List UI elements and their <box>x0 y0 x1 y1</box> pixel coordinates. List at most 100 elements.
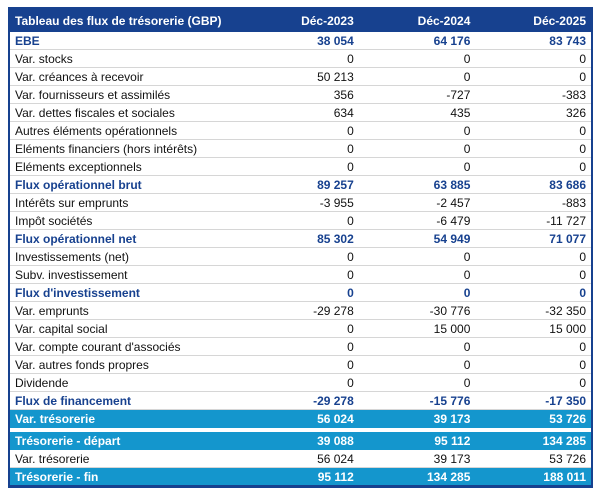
spacer-cell <box>9 427 592 432</box>
row-label: Impôt sociétés <box>9 211 243 230</box>
row-value: 356 <box>242 85 359 104</box>
row-value: 0 <box>358 337 476 356</box>
row-value: 0 <box>475 355 592 374</box>
table-row: Trésorerie - départ 39 088 95 112 134 285 <box>9 432 592 450</box>
row-value: -15 776 <box>358 391 476 410</box>
row-value: -32 350 <box>475 301 592 320</box>
table-row: Flux d'investissement 0 0 0 <box>9 283 592 302</box>
row-label: Investissements (net) <box>9 247 243 266</box>
row-value: 0 <box>242 355 359 374</box>
row-label: Var. emprunts <box>9 301 243 320</box>
row-value: -383 <box>475 85 592 104</box>
row-label: Autres éléments opérationnels <box>9 121 243 140</box>
row-value: 85 302 <box>242 229 359 248</box>
row-label: Var. fournisseurs et assimilés <box>9 85 243 104</box>
row-label: Var. autres fonds propres <box>9 355 243 374</box>
table-row: Flux opérationnel brut 89 257 63 885 83 686 <box>9 175 592 194</box>
row-label: Eléments financiers (hors intérêts) <box>9 139 243 158</box>
table-row: Investissements (net) 0 0 0 <box>9 247 592 266</box>
row-value: 134 285 <box>358 467 476 487</box>
row-value: 0 <box>358 157 476 176</box>
row-value: -11 727 <box>475 211 592 230</box>
row-value: 0 <box>475 67 592 86</box>
row-label: Var. compte courant d'associés <box>9 337 243 356</box>
row-label: Var. dettes fiscales et sociales <box>9 103 243 122</box>
row-value: -30 776 <box>358 301 476 320</box>
row-label: EBE <box>9 32 243 50</box>
row-value: 0 <box>242 283 359 302</box>
row-value: 50 213 <box>242 67 359 86</box>
table-row: Var. trésorerie 56 024 39 173 53 726 <box>9 409 592 428</box>
table-row: Trésorerie - fin 95 112 134 285 188 011 <box>9 467 592 487</box>
row-value: 71 077 <box>475 229 592 248</box>
row-value: -29 278 <box>242 391 359 410</box>
table-row: Flux de financement -29 278 -15 776 -17 350 <box>9 391 592 410</box>
table-row: Var. capital social 0 15 000 15 000 <box>9 319 592 338</box>
row-value: 56 024 <box>242 409 359 428</box>
row-value: 0 <box>358 283 476 302</box>
row-value: 0 <box>242 337 359 356</box>
table-row: Flux opérationnel net 85 302 54 949 71 077 <box>9 229 592 248</box>
row-value: -29 278 <box>242 301 359 320</box>
column-header-dec-2024: Déc-2024 <box>358 8 476 32</box>
row-value: 63 885 <box>358 175 476 194</box>
column-header-dec-2025: Déc-2025 <box>475 8 592 32</box>
row-value: 38 054 <box>242 32 359 50</box>
row-value: 39 088 <box>242 432 359 450</box>
row-value: 0 <box>242 265 359 284</box>
row-value: 0 <box>242 211 359 230</box>
row-value: 0 <box>475 283 592 302</box>
row-value: 64 176 <box>358 32 476 50</box>
table-row: Impôt sociétés 0 -6 479 -11 727 <box>9 211 592 230</box>
table-row: Var. fournisseurs et assimilés 356 -727 -38… <box>9 85 592 104</box>
row-label: Flux de financement <box>9 391 243 410</box>
row-value: -883 <box>475 193 592 212</box>
row-label: Var. créances à recevoir <box>9 67 243 86</box>
cash-flow-table: Tableau des flux de trésorerie (GBP) Déc… <box>8 7 593 488</box>
table-row: Eléments financiers (hors intérêts) 0 0 0 <box>9 139 592 158</box>
table-row: Var. trésorerie 56 024 39 173 53 726 <box>9 449 592 468</box>
column-header-dec-2023: Déc-2023 <box>242 8 359 32</box>
table-row: Autres éléments opérationnels 0 0 0 <box>9 121 592 140</box>
row-value: 326 <box>475 103 592 122</box>
row-value: 0 <box>358 265 476 284</box>
row-label: Var. trésorerie <box>9 449 243 468</box>
row-value: 634 <box>242 103 359 122</box>
row-value: 95 112 <box>242 467 359 487</box>
row-value: 435 <box>358 103 476 122</box>
row-value: 15 000 <box>358 319 476 338</box>
table-row: Var. créances à recevoir 50 213 0 0 <box>9 67 592 86</box>
row-value: 0 <box>358 49 476 68</box>
table-row: Intérêts sur emprunts -3 955 -2 457 -883 <box>9 193 592 212</box>
row-value: 134 285 <box>475 432 592 450</box>
row-label: Eléments exceptionnels <box>9 157 243 176</box>
row-value: 0 <box>358 373 476 392</box>
row-value: 188 011 <box>475 467 592 487</box>
row-label: Trésorerie - départ <box>9 432 243 450</box>
row-label: Dividende <box>9 373 243 392</box>
row-value: 89 257 <box>242 175 359 194</box>
row-value: 15 000 <box>475 319 592 338</box>
table-row: Dividende 0 0 0 <box>9 373 592 392</box>
row-value: 0 <box>242 319 359 338</box>
row-value: 0 <box>242 157 359 176</box>
row-value: 0 <box>475 337 592 356</box>
row-value: 39 173 <box>358 449 476 468</box>
table-title: Tableau des flux de trésorerie (GBP) <box>9 8 243 32</box>
row-value: 0 <box>242 373 359 392</box>
row-label: Flux d'investissement <box>9 283 243 302</box>
row-value: 0 <box>358 355 476 374</box>
row-value: -3 955 <box>242 193 359 212</box>
table-row: Var. dettes fiscales et sociales 634 435 32… <box>9 103 592 122</box>
row-value: -17 350 <box>475 391 592 410</box>
row-value: 0 <box>475 139 592 158</box>
row-value: 54 949 <box>358 229 476 248</box>
row-label: Var. trésorerie <box>9 409 243 428</box>
table-row: EBE 38 054 64 176 83 743 <box>9 32 592 50</box>
row-value: 0 <box>358 139 476 158</box>
table-header-row: Tableau des flux de trésorerie (GBP) Déc… <box>9 8 592 32</box>
row-label: Subv. investissement <box>9 265 243 284</box>
row-label: Trésorerie - fin <box>9 467 243 487</box>
row-value: 0 <box>242 121 359 140</box>
